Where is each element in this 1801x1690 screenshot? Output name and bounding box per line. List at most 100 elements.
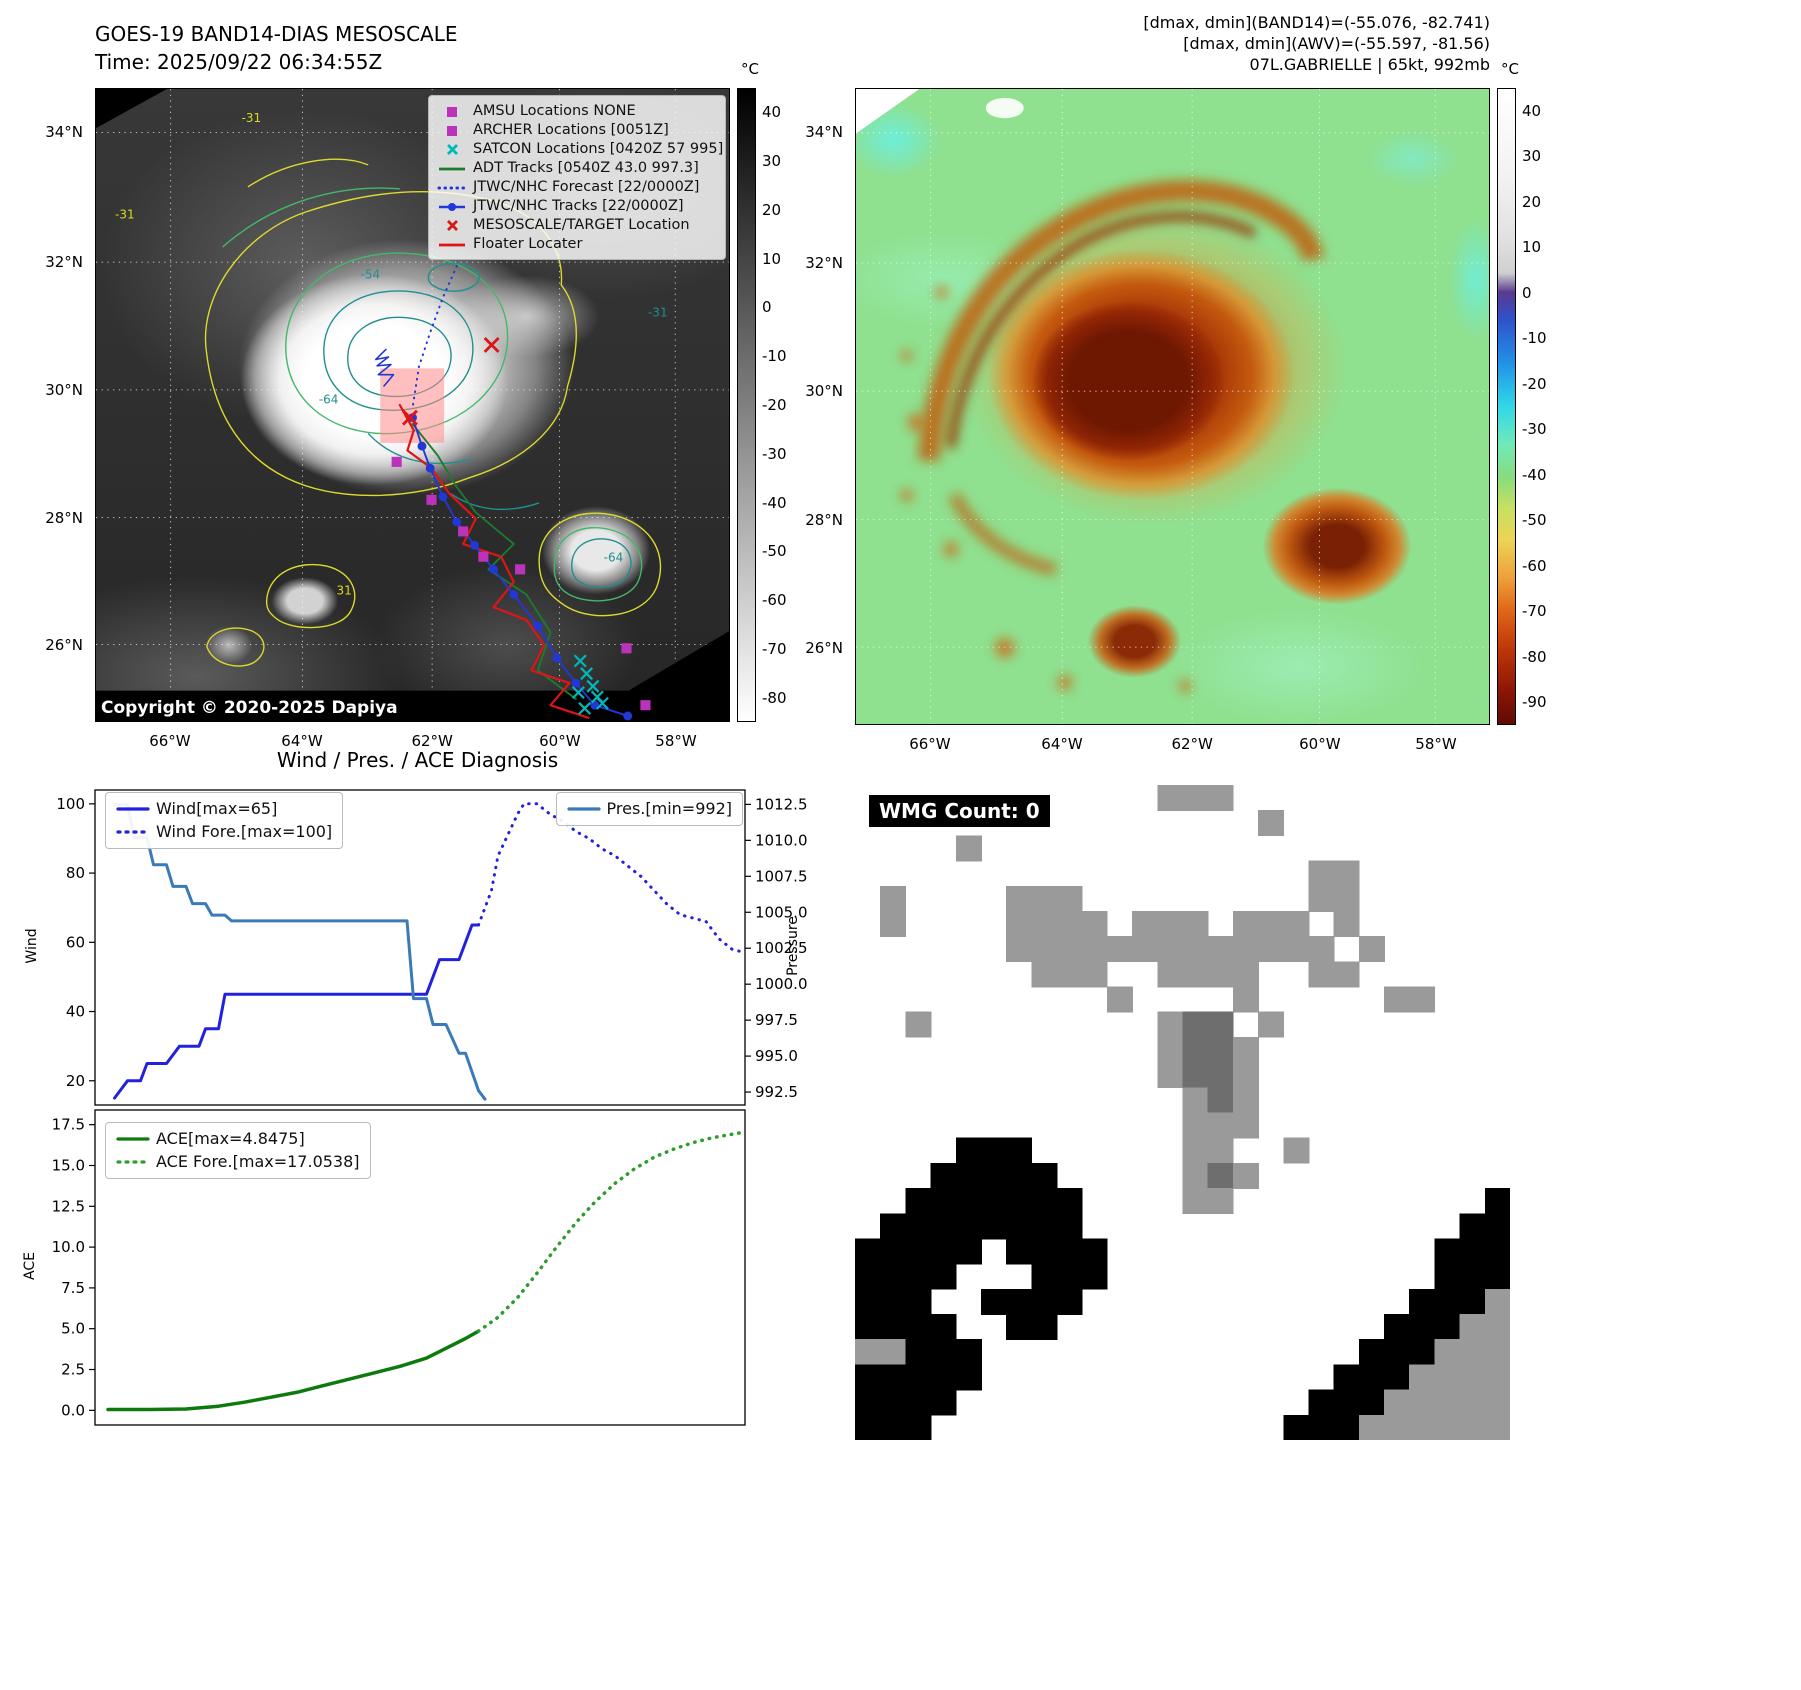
- svg-text:5.0: 5.0: [61, 1320, 85, 1338]
- awv-overlay: [856, 89, 1489, 724]
- colorbar-tick-label: -70: [1522, 602, 1547, 621]
- lon-tick-label: 58°W: [655, 732, 697, 750]
- awv-convection-speckles: [900, 285, 1192, 693]
- colorbar-tick-label: 40: [1522, 101, 1542, 120]
- colorbar-tick-label: -40: [1522, 465, 1547, 484]
- colorbar-tick-label: -40: [762, 493, 787, 512]
- colorbar-tick-label: -20: [762, 396, 787, 414]
- svg-text:1010.0: 1010.0: [755, 831, 808, 849]
- map-legend-item: SATCON Locations [0420Z 57 995]: [437, 140, 723, 158]
- lat-tick-label: 32°N: [805, 253, 843, 272]
- svg-text:7.5: 7.5: [61, 1279, 85, 1297]
- wind-legend: Wind[max=65] Wind Fore.[max=100]: [105, 792, 344, 849]
- awv-lat-axis: 34°N 32°N 30°N 28°N 26°N: [793, 88, 849, 725]
- colorbar-tick-label: 30: [762, 152, 782, 171]
- storm-name-intensity: 07L.GABRIELLE | 65kt, 992mb: [1249, 55, 1490, 74]
- colorbar-tick-label: 0: [762, 298, 772, 317]
- lon-tick-label: 62°W: [411, 732, 453, 750]
- map-legend-item: Floater Locater: [439, 236, 583, 252]
- lat-tick-label: 34°N: [805, 122, 843, 141]
- lat-tick-label: 34°N: [45, 122, 83, 141]
- map-legend-item: AMSU Locations NONE: [437, 102, 717, 120]
- colorbar-tick-label: 20: [1522, 192, 1542, 211]
- map-legend-item: ARCHER Locations [0051Z]: [437, 121, 717, 139]
- pressure-legend: Pres.[min=992]: [555, 792, 743, 826]
- band14-tracks-layer: -31 -31 -54 -64 -31 31 -64: [115, 111, 668, 721]
- lon-tick-label: 66°W: [149, 732, 191, 750]
- awv-header-dmax-band14: [dmax, dmin](BAND14)=(-55.076, -82.741): [1143, 13, 1490, 32]
- awv-header-dmax-awv: [dmax, dmin](AWV)=(-55.597, -81.56): [1183, 34, 1490, 53]
- colorbar-tick-label: -60: [762, 591, 787, 610]
- band14-title-block: GOES-19 BAND14-DIAS MESOSCALE Time: 2025…: [95, 20, 458, 76]
- band14-time: Time: 2025/09/22 06:34:55Z: [95, 50, 383, 74]
- svg-text:17.5: 17.5: [52, 1116, 85, 1134]
- svg-text:1005.0: 1005.0: [755, 903, 808, 921]
- chart-legend-item: Wind[max=65]: [116, 799, 278, 818]
- svg-text:995.0: 995.0: [755, 1047, 798, 1065]
- colorbar-tick-label: -80: [762, 688, 787, 707]
- svg-text:1007.5: 1007.5: [755, 867, 808, 885]
- chart-legend-item: ACE Fore.[max=17.0538]: [116, 1152, 360, 1171]
- svg-text:80: 80: [66, 864, 85, 882]
- colorbar-tick-label: -60: [1522, 556, 1547, 575]
- band14-lon-axis: 66°W 64°W 62°W 60°W 58°W: [95, 728, 730, 750]
- colorbar-tick-label: 10: [1522, 238, 1542, 257]
- awv-header: [dmax, dmin](BAND14)=(-55.076, -82.741) …: [1143, 12, 1490, 75]
- awv-colorbar-unit: °C: [1501, 60, 1519, 78]
- svg-text:-64: -64: [604, 551, 624, 565]
- svg-text:-54: -54: [361, 268, 381, 282]
- awv-satellite-panel: [855, 88, 1490, 725]
- colorbar-tick-label: 10: [762, 249, 782, 268]
- lat-tick-label: 26°N: [45, 636, 83, 655]
- colorbar-tick-label: 30: [1522, 147, 1542, 166]
- band14-satellite-panel: -31 -31 -54 -64 -31 31 -64 AMSU Locations NONE…: [95, 88, 730, 722]
- chart-legend-item: ACE[max=4.8475]: [116, 1129, 305, 1148]
- colorbar-tick-label: -30: [762, 444, 787, 463]
- lon-tick-label: 64°W: [281, 732, 323, 750]
- colorbar-tick-label: -80: [1522, 647, 1547, 666]
- wmg-count-label: WMG Count: 0: [869, 795, 1050, 827]
- map-legend-item: MESOSCALE/TARGET Location: [437, 216, 717, 234]
- lon-tick-label: 60°W: [1299, 735, 1341, 753]
- colorbar-tick-label: 20: [762, 200, 782, 219]
- colorbar-tick-label: 40: [762, 103, 782, 122]
- svg-text:-64: -64: [319, 393, 339, 407]
- lon-tick-label: 60°W: [539, 732, 581, 750]
- svg-text:-31: -31: [648, 306, 668, 320]
- lat-tick-label: 28°N: [805, 510, 843, 529]
- map-legend-item: JTWC/NHC Forecast [22/0000Z]: [437, 179, 700, 195]
- lon-tick-label: 58°W: [1415, 735, 1457, 753]
- svg-text:12.5: 12.5: [52, 1197, 85, 1215]
- svg-text:2.5: 2.5: [61, 1361, 85, 1379]
- svg-text:20: 20: [66, 1072, 85, 1090]
- colorbar-tick-label: 0: [1522, 283, 1532, 302]
- lat-tick-label: 30°N: [45, 380, 83, 399]
- chart-legend-item: Pres.[min=992]: [566, 799, 732, 818]
- colorbar-tick-label: -90: [1522, 693, 1547, 712]
- band14-title: GOES-19 BAND14-DIAS MESOSCALE: [95, 22, 458, 46]
- awv-spiral-arm: [918, 180, 1324, 576]
- svg-text:15.0: 15.0: [52, 1156, 85, 1174]
- colorbar-tick-label: -10: [762, 347, 787, 366]
- svg-text:100: 100: [56, 795, 85, 813]
- pressure-axis-label: Pressure: [785, 916, 801, 976]
- lon-tick-label: 64°W: [1041, 735, 1083, 753]
- lat-tick-label: 28°N: [45, 508, 83, 527]
- wmg-grid: [855, 785, 1511, 1441]
- colorbar-tick-label: -50: [762, 542, 787, 561]
- svg-text:1000.0: 1000.0: [755, 975, 808, 993]
- copyright-label: Copyright © 2020-2025 Dapiya: [101, 698, 398, 718]
- map-legend-item: JTWC/NHC Tracks [22/0000Z]: [437, 197, 717, 215]
- colorbar-tick-label: -70: [762, 639, 787, 658]
- lon-tick-label: 62°W: [1171, 735, 1213, 753]
- svg-text:-31: -31: [115, 208, 135, 222]
- diagnosis-title: Wind / Pres. / ACE Diagnosis: [276, 748, 559, 772]
- ace-legend: ACE[max=4.8475] ACE Fore.[max=17.0538]: [105, 1122, 371, 1179]
- colorbar-tick-label: -50: [1522, 511, 1547, 530]
- chart-legend-item: Wind Fore.[max=100]: [116, 822, 333, 841]
- band14-legend: AMSU Locations NONE ARCHER Locations [005…: [428, 95, 726, 260]
- band14-overlay: -31 -31 -54 -64 -31 31 -64: [96, 89, 729, 721]
- band14-colorbar: [737, 88, 756, 722]
- colorbar-tick-label: -10: [1522, 329, 1547, 348]
